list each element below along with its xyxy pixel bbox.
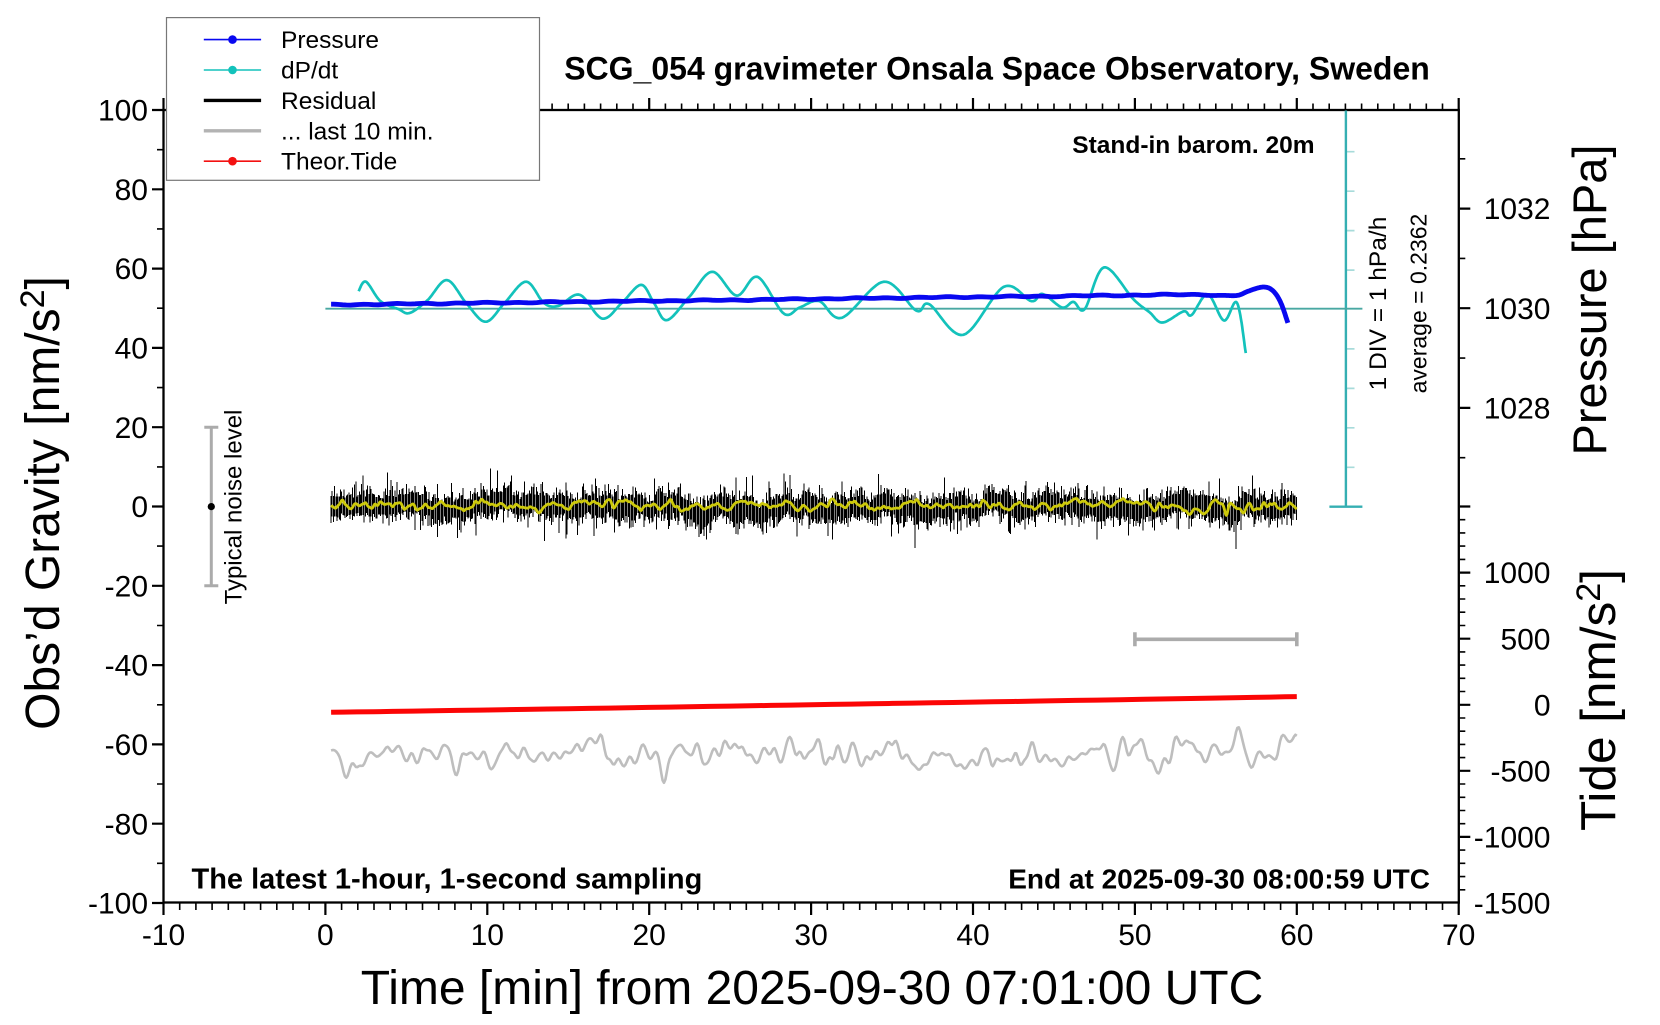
svg-text:1028: 1028 — [1484, 393, 1551, 426]
svg-text:Residual: Residual — [281, 88, 376, 115]
svg-text:30: 30 — [794, 919, 827, 952]
svg-text:0: 0 — [131, 491, 148, 524]
svg-text:0: 0 — [317, 919, 334, 952]
svg-text:Tide [nm/s2]: Tide [nm/s2] — [1570, 569, 1626, 831]
svg-text:100: 100 — [98, 95, 148, 128]
svg-text:dP/dt: dP/dt — [281, 58, 338, 85]
svg-text:Obs’d Gravity [nm/s2]: Obs’d Gravity [nm/s2] — [14, 276, 70, 730]
svg-text:-100: -100 — [88, 888, 148, 921]
svg-text:1030: 1030 — [1484, 293, 1551, 326]
svg-text:1032: 1032 — [1484, 193, 1551, 226]
svg-text:40: 40 — [115, 333, 148, 366]
svg-text:-1000: -1000 — [1474, 822, 1551, 855]
svg-text:-20: -20 — [105, 570, 148, 603]
svg-text:-10: -10 — [142, 919, 185, 952]
svg-text:80: 80 — [115, 174, 148, 207]
svg-text:50: 50 — [1118, 919, 1151, 952]
svg-text:60: 60 — [1280, 919, 1313, 952]
svg-text:End at 2025-09-30 08:00:59 UTC: End at 2025-09-30 08:00:59 UTC — [1008, 864, 1430, 895]
svg-text:20: 20 — [633, 919, 666, 952]
svg-text:SCG_054 gravimeter Onsala Spac: SCG_054 gravimeter Onsala Space Observat… — [564, 51, 1430, 87]
svg-text:Typical noise level: Typical noise level — [221, 410, 248, 605]
svg-text:-40: -40 — [105, 650, 148, 683]
svg-text:Theor.Tide: Theor.Tide — [281, 149, 397, 176]
svg-text:... last 10 min.: ... last 10 min. — [281, 118, 434, 145]
svg-text:70: 70 — [1442, 919, 1475, 952]
svg-text:10: 10 — [471, 919, 504, 952]
svg-text:40: 40 — [956, 919, 989, 952]
svg-text:1000: 1000 — [1484, 557, 1551, 590]
svg-text:1 DIV = 1 hPa/h: 1 DIV = 1 hPa/h — [1365, 217, 1392, 391]
svg-text:-500: -500 — [1490, 755, 1550, 788]
svg-text:0: 0 — [1534, 689, 1551, 722]
svg-text:The latest 1-hour, 1-second sa: The latest 1-hour, 1-second sampling — [192, 864, 703, 896]
svg-text:60: 60 — [115, 253, 148, 286]
svg-text:20: 20 — [115, 412, 148, 445]
svg-text:Pressure [hPa]: Pressure [hPa] — [1563, 145, 1616, 456]
svg-text:500: 500 — [1500, 623, 1550, 656]
svg-text:Pressure: Pressure — [281, 27, 379, 54]
svg-text:Stand-in barom. 20m: Stand-in barom. 20m — [1072, 132, 1314, 159]
svg-text:-60: -60 — [105, 729, 148, 762]
svg-text:-1500: -1500 — [1474, 888, 1551, 921]
svg-text:Time [min] from 2025-09-30 07:: Time [min] from 2025-09-30 07:01:00 UTC — [361, 962, 1264, 1015]
svg-text:average = 0.2362: average = 0.2362 — [1406, 214, 1432, 394]
svg-text:-80: -80 — [105, 808, 148, 841]
